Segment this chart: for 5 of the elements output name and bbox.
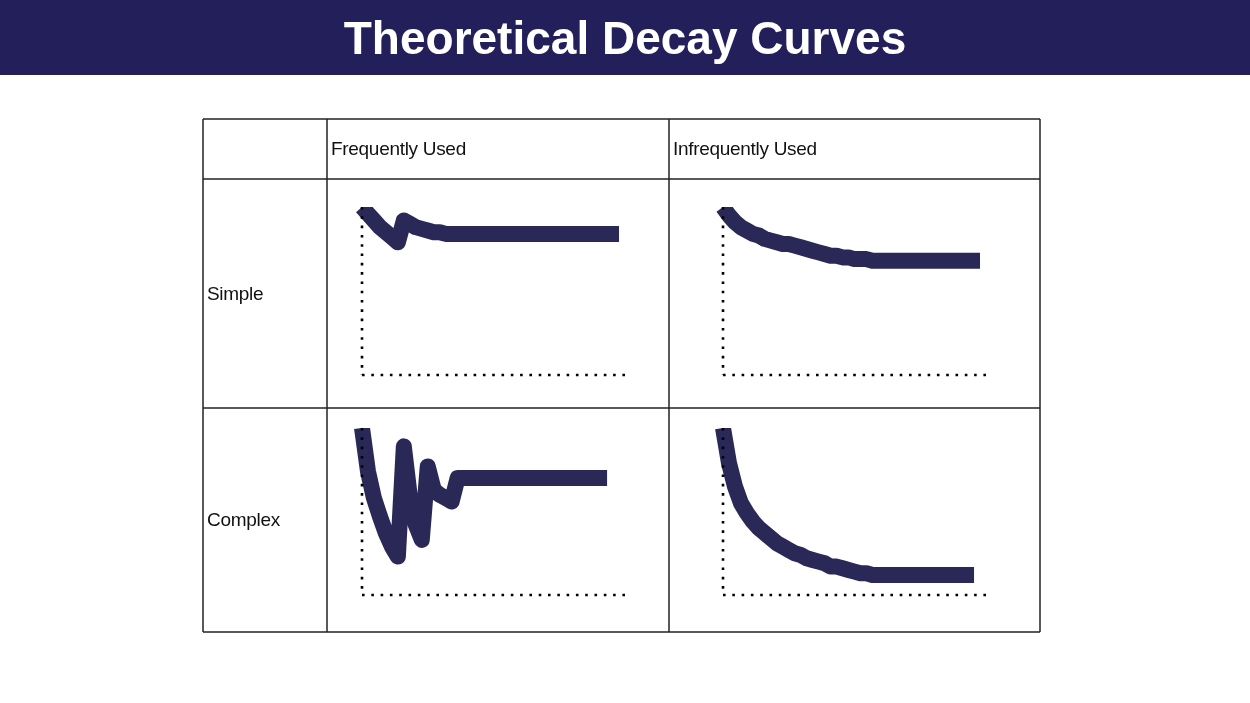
chart-title: Infrequently Used: [673, 137, 817, 161]
chart-title: Frequently Used: [331, 137, 466, 161]
text: Theoretical Decay Curves: [343, 11, 907, 64]
y-axis-title: Simple: [207, 281, 264, 306]
y-axis-title: Complex: [207, 508, 280, 532]
